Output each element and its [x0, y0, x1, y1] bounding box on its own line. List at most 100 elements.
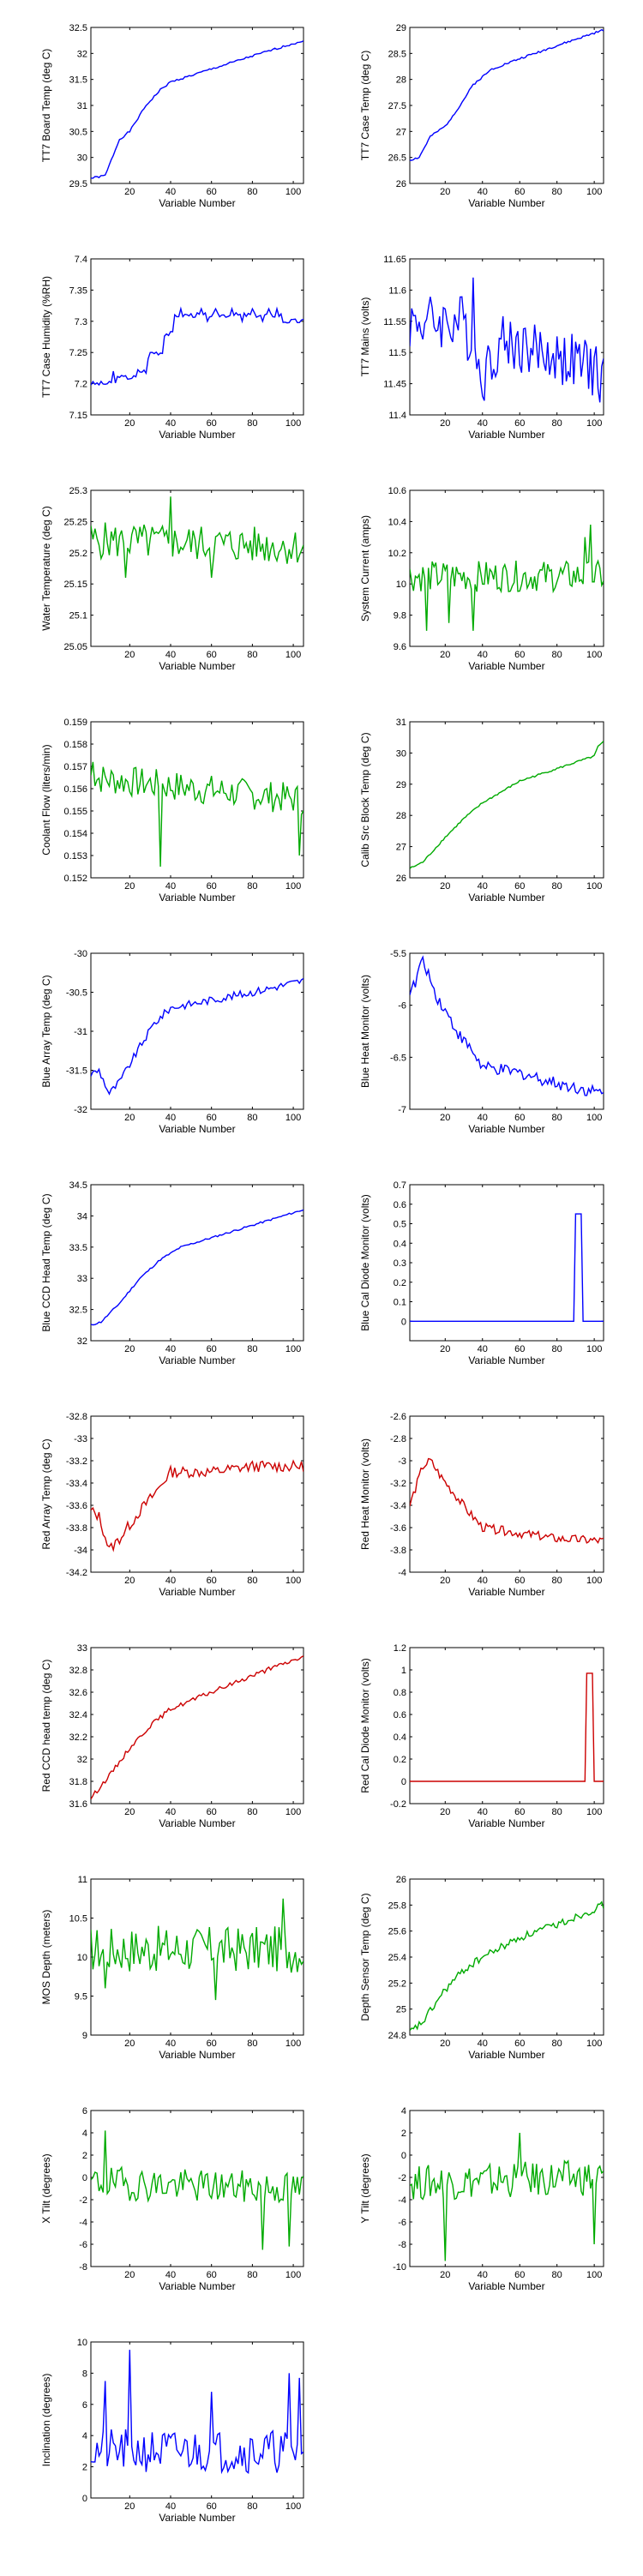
y-tick-label: 25.15 [63, 579, 87, 590]
y-tick-label: -4 [79, 2218, 87, 2228]
x-axis-label: Variable Number [159, 2049, 235, 2061]
chart-panel-12: 20 40 60 80 100 0 0.1 0.2 0.3 0.4 0.5 0.6 0.7 Variabl… [359, 1180, 604, 1366]
chart-panel-3: 20 40 60 80 100 7.15 7.2 7.25 7.3 7.35 7.4 Variable… [40, 255, 304, 441]
x-axis-label: Variable Number [159, 1123, 235, 1135]
x-tick-label: 20 [124, 418, 135, 429]
x-axis-label: Variable Number [159, 1817, 235, 1829]
x-tick-label: 100 [586, 2039, 602, 2049]
y-tick-label: -3.8 [390, 1546, 406, 1556]
y-tick-label: 0.154 [63, 829, 87, 839]
plot-frame [90, 258, 304, 416]
x-tick-label: 20 [440, 187, 450, 197]
x-axis-label: Variable Number [159, 197, 235, 209]
x-tick-label: 60 [207, 187, 217, 197]
y-tick-label: 11.55 [383, 317, 406, 327]
x-tick-label: 100 [586, 187, 602, 197]
x-tick-label: 40 [478, 418, 488, 429]
y-tick-label: -6 [398, 2218, 406, 2228]
x-tick-label: 60 [207, 1576, 217, 1586]
x-tick-label: 100 [285, 1807, 301, 1817]
chart-panel-21: 20 40 60 80 100 0 2 4 6 8 10 Variable Number Inclina… [40, 2338, 304, 2524]
plot-frame [409, 721, 604, 879]
y-tick-label: 33 [77, 1274, 87, 1284]
y-tick-label: 0.1 [394, 1298, 406, 1308]
y-tick-label: 6 [82, 2400, 87, 2411]
x-tick-label: 100 [586, 1344, 602, 1354]
y-tick-label: 27.5 [388, 101, 406, 111]
y-tick-label: 9 [82, 2031, 87, 2041]
plot-frame [90, 1415, 304, 1573]
y-tick-label: -34 [74, 1546, 87, 1556]
x-tick-label: 60 [207, 2270, 217, 2280]
y-tick-label: 0.153 [63, 851, 87, 862]
y-tick-label: -4 [398, 1568, 406, 1578]
x-tick-label: 60 [207, 1113, 217, 1123]
y-tick-label: -2 [398, 2173, 406, 2183]
y-tick-label: -2.6 [390, 1412, 406, 1422]
y-tick-label: 25.2 [69, 549, 87, 559]
x-tick-label: 60 [514, 1113, 525, 1123]
x-tick-label: 80 [247, 2039, 257, 2049]
y-tick-label: -6.5 [390, 1053, 406, 1063]
x-tick-label: 20 [440, 650, 450, 660]
y-tick-label: 2 [401, 2129, 406, 2139]
chart-panel-15: 20 40 60 80 100 31.6 31.8 32 32.2 32.4 32.6 32.8 33 V… [40, 1643, 304, 1829]
x-tick-label: 40 [478, 650, 488, 660]
y-tick-label: 25.6 [388, 1927, 406, 1937]
y-tick-label: -31 [74, 1027, 87, 1037]
y-tick-label: 32.2 [69, 1732, 87, 1743]
y-tick-label: 11.65 [383, 255, 406, 265]
x-axis-label: Variable Number [159, 2512, 235, 2524]
x-axis-label: Variable Number [468, 429, 544, 441]
x-tick-label: 80 [552, 1576, 562, 1586]
y-tick-label: 30.5 [69, 127, 87, 137]
x-tick-label: 100 [285, 1113, 301, 1123]
x-tick-label: 100 [586, 1113, 602, 1123]
y-tick-label: 0.3 [394, 1258, 406, 1269]
x-tick-label: 60 [514, 2270, 525, 2280]
y-tick-label: 33.5 [69, 1243, 87, 1253]
y-tick-label: 25.25 [63, 517, 87, 527]
x-axis-label: Variable Number [468, 892, 544, 904]
y-axis-label: Red CCD head temp (deg C) [40, 1660, 52, 1792]
x-tick-label: 60 [514, 1344, 525, 1354]
y-tick-label: 24.8 [388, 2031, 406, 2041]
x-tick-label: 20 [440, 2039, 450, 2049]
x-tick-label: 80 [247, 881, 257, 892]
x-tick-label: 40 [165, 650, 176, 660]
plot-frame [90, 2341, 304, 2499]
x-tick-label: 40 [478, 2039, 488, 2049]
y-axis-label: Coolant Flow (liters/min) [40, 744, 52, 855]
y-tick-label: 25.2 [388, 1979, 406, 1989]
y-tick-label: 30 [77, 153, 87, 164]
x-tick-label: 60 [514, 418, 525, 429]
y-tick-label: 0 [82, 2173, 87, 2183]
y-tick-label: 25.8 [388, 1900, 406, 1911]
y-tick-label: -30 [74, 949, 87, 959]
x-tick-label: 100 [285, 1576, 301, 1586]
y-tick-label: 7.25 [69, 348, 87, 358]
y-tick-label: -34.2 [66, 1568, 87, 1578]
y-tick-label: 32.5 [69, 1306, 87, 1316]
y-tick-label: 33 [77, 1643, 87, 1654]
chart-panel-16: 20 40 60 80 100 -0.2 0 0.2 0.4 0.6 0.8 1 1.2 Variable… [359, 1643, 604, 1829]
y-tick-label: 31.5 [69, 75, 87, 86]
y-tick-label: 11.6 [388, 285, 406, 296]
y-tick-label: 0 [401, 2151, 406, 2161]
y-tick-label: 34.5 [69, 1180, 87, 1191]
chart-panel-18: 20 40 60 80 100 24.8 25 25.2 25.4 25.6 25.8 26 Varia… [359, 1875, 604, 2061]
x-tick-label: 40 [165, 1576, 176, 1586]
x-tick-label: 80 [552, 1113, 562, 1123]
y-axis-label: Blue CCD Head Temp (deg C) [40, 1193, 52, 1331]
y-tick-label: -7 [398, 1105, 406, 1115]
y-tick-label: 10.5 [69, 1914, 87, 1924]
y-tick-label: 29.5 [69, 179, 87, 189]
y-tick-label: 8 [82, 2369, 87, 2379]
x-axis-label: Variable Number [468, 660, 544, 672]
y-axis-label: Red Array Temp (deg C) [40, 1438, 52, 1549]
x-tick-label: 40 [165, 2270, 176, 2280]
x-axis-label: Variable Number [468, 1817, 544, 1829]
x-tick-label: 80 [247, 2270, 257, 2280]
x-tick-label: 100 [285, 2039, 301, 2049]
